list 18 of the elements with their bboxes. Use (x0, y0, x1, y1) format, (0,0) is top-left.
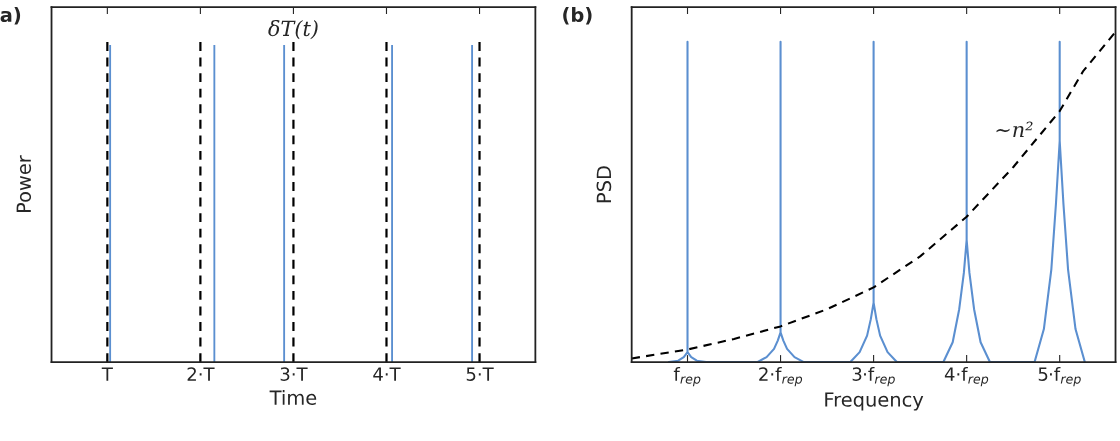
x-tick-label: 3·f$_{rep}$ (852, 366, 895, 387)
y-axis-title: PSD (596, 166, 612, 203)
x-tick-label: 4·T (373, 367, 401, 381)
x-tick-label: 5·T (466, 367, 494, 381)
x-tick-label: 4·f$_{rep}$ (944, 366, 989, 387)
x-tick-label: 2·T (187, 367, 215, 381)
text: δT(t) (268, 19, 318, 40)
x-tick-label: f$_{rep}$ (673, 366, 701, 387)
x-axis-title: Time (269, 389, 317, 405)
x-tick-label: 3·T (280, 367, 308, 381)
chart-title: a) (0, 7, 21, 25)
x-tick-label: 5·f$_{rep}$ (1038, 366, 1081, 387)
y-axis-title: Power (16, 155, 32, 213)
x-axis-title: Frequency (825, 392, 924, 411)
annotation: ∼n² (996, 121, 1033, 138)
x-tick-label: T (101, 367, 113, 381)
chart-title: (b) (563, 7, 592, 25)
x-tick-label: 2·f$_{rep}$ (759, 366, 803, 387)
